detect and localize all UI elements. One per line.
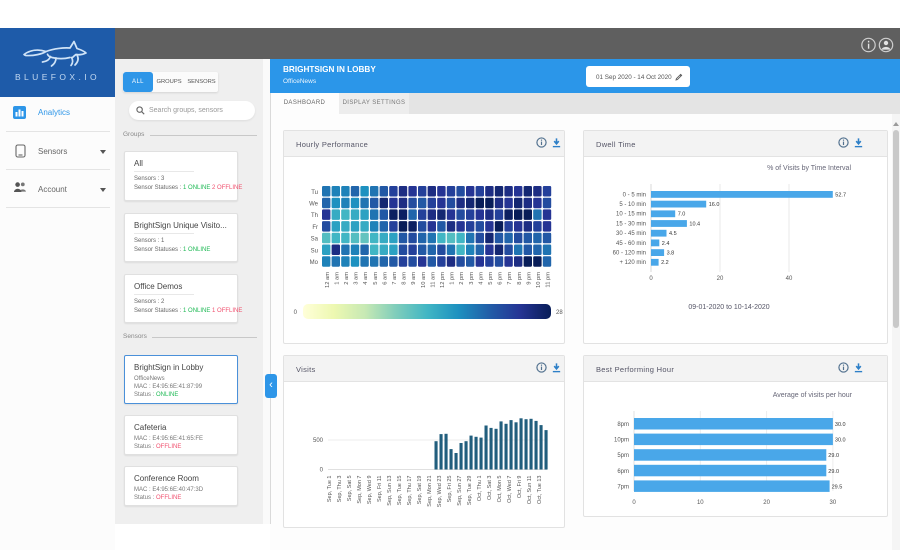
svg-text:2.4: 2.4 bbox=[662, 241, 670, 247]
svg-text:Sep, Mon 21: Sep, Mon 21 bbox=[427, 476, 433, 507]
svg-text:5pm: 5pm bbox=[617, 453, 629, 459]
svg-text:09-01-2020 to 10-14-2020: 09-01-2020 to 10-14-2020 bbox=[688, 304, 769, 311]
svg-text:500: 500 bbox=[313, 438, 324, 444]
svg-text:Oct, Tue 13: Oct, Tue 13 bbox=[537, 476, 543, 504]
svg-text:4.5: 4.5 bbox=[669, 231, 677, 237]
svg-text:Oct, Sat 3: Oct, Sat 3 bbox=[487, 476, 493, 500]
svg-text:Average of visits per hour: Average of visits per hour bbox=[773, 392, 853, 399]
svg-text:8pm: 8pm bbox=[617, 422, 629, 428]
svg-text:Sep, Thu 17: Sep, Thu 17 bbox=[407, 476, 413, 506]
svg-text:Sa: Sa bbox=[311, 237, 319, 243]
svg-text:Oct, Wed 7: Oct, Wed 7 bbox=[507, 476, 513, 503]
svg-text:29.0: 29.0 bbox=[828, 453, 839, 459]
svg-text:Oct, Fri 9: Oct, Fri 9 bbox=[517, 476, 523, 499]
svg-text:Oct, Mon 5: Oct, Mon 5 bbox=[497, 476, 503, 503]
svg-text:Sep, Mon 7: Sep, Mon 7 bbox=[357, 476, 363, 504]
svg-text:0: 0 bbox=[632, 500, 636, 506]
svg-text:0: 0 bbox=[294, 310, 298, 316]
svg-text:3.8: 3.8 bbox=[667, 251, 675, 257]
svg-text:2 am: 2 am bbox=[344, 272, 350, 285]
svg-text:10 pm: 10 pm bbox=[536, 272, 542, 288]
svg-text:28: 28 bbox=[556, 310, 563, 316]
svg-text:7pm: 7pm bbox=[617, 484, 629, 490]
svg-text:Sep, Wed 23: Sep, Wed 23 bbox=[437, 476, 443, 508]
svg-text:12 am: 12 am bbox=[325, 272, 331, 288]
svg-text:Sep, Fri 11: Sep, Fri 11 bbox=[377, 476, 383, 503]
svg-text:5 - 10 min: 5 - 10 min bbox=[619, 202, 646, 208]
svg-text:11 am: 11 am bbox=[430, 272, 436, 288]
svg-text:5 am: 5 am bbox=[373, 272, 379, 285]
svg-text:Mo: Mo bbox=[310, 260, 319, 266]
svg-text:6 am: 6 am bbox=[382, 272, 388, 285]
svg-text:29.5: 29.5 bbox=[832, 484, 843, 490]
svg-text:Sep, Sun 27: Sep, Sun 27 bbox=[457, 476, 463, 506]
svg-text:We: We bbox=[309, 202, 319, 208]
svg-text:10: 10 bbox=[697, 500, 704, 506]
svg-text:10 am: 10 am bbox=[421, 272, 427, 288]
svg-text:30: 30 bbox=[830, 500, 837, 506]
svg-text:30.0: 30.0 bbox=[835, 422, 846, 428]
svg-text:11 pm: 11 pm bbox=[546, 272, 552, 288]
svg-text:4 am: 4 am bbox=[363, 272, 369, 285]
svg-text:20: 20 bbox=[717, 276, 724, 282]
svg-text:Sep, Sat 5: Sep, Sat 5 bbox=[347, 476, 353, 502]
svg-text:Tu: Tu bbox=[311, 190, 318, 196]
svg-text:45 - 60 min: 45 - 60 min bbox=[616, 241, 646, 247]
svg-text:40: 40 bbox=[786, 276, 793, 282]
svg-text:52.7: 52.7 bbox=[835, 192, 846, 198]
svg-text:15 - 30 min: 15 - 30 min bbox=[616, 221, 646, 227]
svg-text:1 am: 1 am bbox=[334, 272, 340, 285]
svg-text:3 pm: 3 pm bbox=[469, 272, 475, 285]
svg-text:Sep, Sun 13: Sep, Sun 13 bbox=[387, 476, 393, 506]
svg-text:Fr: Fr bbox=[312, 225, 318, 231]
svg-text:4 pm: 4 pm bbox=[478, 272, 484, 285]
svg-text:20: 20 bbox=[763, 500, 770, 506]
svg-text:Su: Su bbox=[311, 248, 318, 254]
svg-text:5 pm: 5 pm bbox=[488, 272, 494, 285]
svg-text:1 pm: 1 pm bbox=[450, 272, 456, 285]
svg-text:0: 0 bbox=[320, 468, 324, 474]
svg-text:60 - 120 min: 60 - 120 min bbox=[613, 251, 646, 257]
svg-text:Sep, Thu 3: Sep, Thu 3 bbox=[337, 476, 343, 503]
svg-text:0 - 5 min: 0 - 5 min bbox=[623, 192, 646, 198]
svg-text:% of Visits by Time Interval: % of Visits by Time Interval bbox=[767, 165, 851, 172]
svg-text:7 pm: 7 pm bbox=[507, 272, 513, 285]
svg-text:30.0: 30.0 bbox=[835, 438, 846, 444]
svg-text:12 pm: 12 pm bbox=[440, 272, 446, 288]
svg-text:16.0: 16.0 bbox=[709, 202, 720, 208]
svg-text:7 am: 7 am bbox=[392, 272, 398, 285]
svg-text:30 - 45 min: 30 - 45 min bbox=[616, 231, 646, 237]
svg-text:10pm: 10pm bbox=[614, 438, 629, 444]
svg-text:2 pm: 2 pm bbox=[459, 272, 465, 285]
svg-text:8 am: 8 am bbox=[402, 272, 408, 285]
svg-text:10 - 15 min: 10 - 15 min bbox=[616, 212, 646, 218]
svg-text:Sep, Wed 9: Sep, Wed 9 bbox=[367, 476, 373, 505]
svg-text:Oct, Thu 1: Oct, Thu 1 bbox=[477, 476, 483, 502]
svg-text:9 am: 9 am bbox=[411, 272, 417, 285]
svg-text:0: 0 bbox=[649, 276, 653, 282]
svg-text:9 pm: 9 pm bbox=[526, 272, 532, 285]
svg-text:29.0: 29.0 bbox=[828, 469, 839, 475]
svg-text:2.2: 2.2 bbox=[661, 260, 669, 266]
svg-text:Sep, Sat 19: Sep, Sat 19 bbox=[417, 476, 423, 505]
svg-text:Sep, Fri 25: Sep, Fri 25 bbox=[447, 476, 453, 503]
svg-text:6pm: 6pm bbox=[617, 469, 629, 475]
svg-text:Sep, Tue 29: Sep, Tue 29 bbox=[467, 476, 473, 506]
svg-text:7.0: 7.0 bbox=[678, 212, 686, 218]
svg-text:Th: Th bbox=[311, 213, 318, 219]
svg-text:+ 120 min: + 120 min bbox=[619, 260, 646, 266]
svg-text:3 am: 3 am bbox=[354, 272, 360, 285]
svg-text:10.4: 10.4 bbox=[689, 221, 700, 227]
svg-text:Oct, Sun 11: Oct, Sun 11 bbox=[527, 476, 533, 505]
svg-text:6 pm: 6 pm bbox=[498, 272, 504, 285]
svg-text:Sep, Tue 15: Sep, Tue 15 bbox=[397, 476, 403, 506]
svg-text:Sep, Tue 1: Sep, Tue 1 bbox=[327, 476, 333, 503]
svg-text:8 pm: 8 pm bbox=[517, 272, 523, 285]
